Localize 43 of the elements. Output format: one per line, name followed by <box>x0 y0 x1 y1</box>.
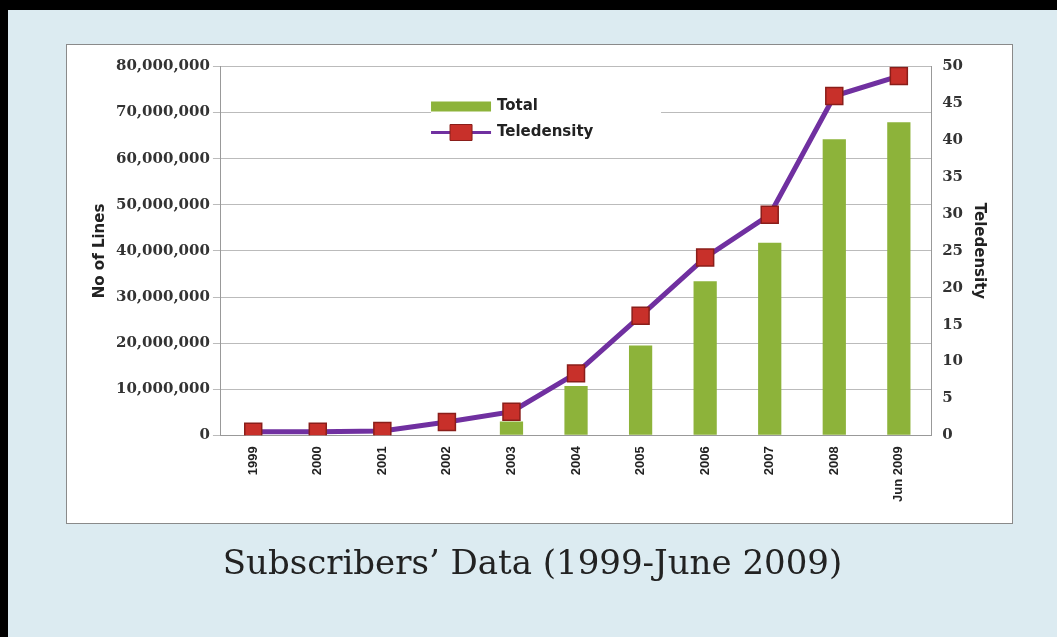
y-tick-label: 0 <box>199 425 210 444</box>
bar <box>499 421 524 435</box>
y2-tick-label: 45 <box>942 93 963 112</box>
y-tick-label: 20,000,000 <box>115 333 210 352</box>
x-tick-label: 2000 <box>309 446 325 476</box>
x-tick-label: 2005 <box>632 446 648 476</box>
bar <box>628 345 653 435</box>
y2-tick-label: 30 <box>942 203 963 222</box>
x-tick-label: 2003 <box>503 446 519 476</box>
y2-tick-label: 10 <box>942 351 963 370</box>
y-tick-label: 50,000,000 <box>115 194 210 213</box>
y-tick-label: 80,000,000 <box>115 56 210 75</box>
bar <box>758 242 782 435</box>
x-tick-label: 2001 <box>373 446 389 476</box>
bar <box>822 139 846 435</box>
legend-label: Total <box>497 96 539 115</box>
y-axis-title: No of Lines <box>89 203 108 299</box>
x-tick-label: Jun 2009 <box>890 446 906 503</box>
x-tick-label: 1999 <box>244 446 260 476</box>
legend-label: Teledensity <box>497 122 594 141</box>
x-tick-label: 2004 <box>567 445 583 476</box>
y2-tick-label: 35 <box>942 167 963 186</box>
y2-tick-label: 15 <box>942 314 963 333</box>
y-tick-label: 40,000,000 <box>115 240 210 259</box>
y-tick-label: 70,000,000 <box>115 102 210 121</box>
bar <box>564 386 588 435</box>
y2-tick-label: 25 <box>942 240 963 259</box>
y-tick-label: 10,000,000 <box>115 379 210 398</box>
y2-axis-title: Teledensity <box>971 202 990 300</box>
y2-tick-label: 5 <box>942 388 953 407</box>
x-tick-label: 2007 <box>761 446 777 476</box>
y2-tick-label: 20 <box>942 277 963 296</box>
x-tick-label: 2008 <box>825 446 841 476</box>
bar <box>887 122 911 435</box>
y2-tick-label: 0 <box>942 425 953 444</box>
x-tick-label: 2002 <box>438 446 454 476</box>
bar <box>693 281 717 435</box>
text: Subscribers’ Data (1999-June 2009) <box>221 542 844 582</box>
y-tick-label: 60,000,000 <box>115 148 210 167</box>
y-tick-label: 30,000,000 <box>115 286 210 305</box>
y2-tick-label: 50 <box>942 56 963 75</box>
x-tick-label: 2006 <box>696 446 712 476</box>
y2-tick-label: 40 <box>942 130 963 149</box>
